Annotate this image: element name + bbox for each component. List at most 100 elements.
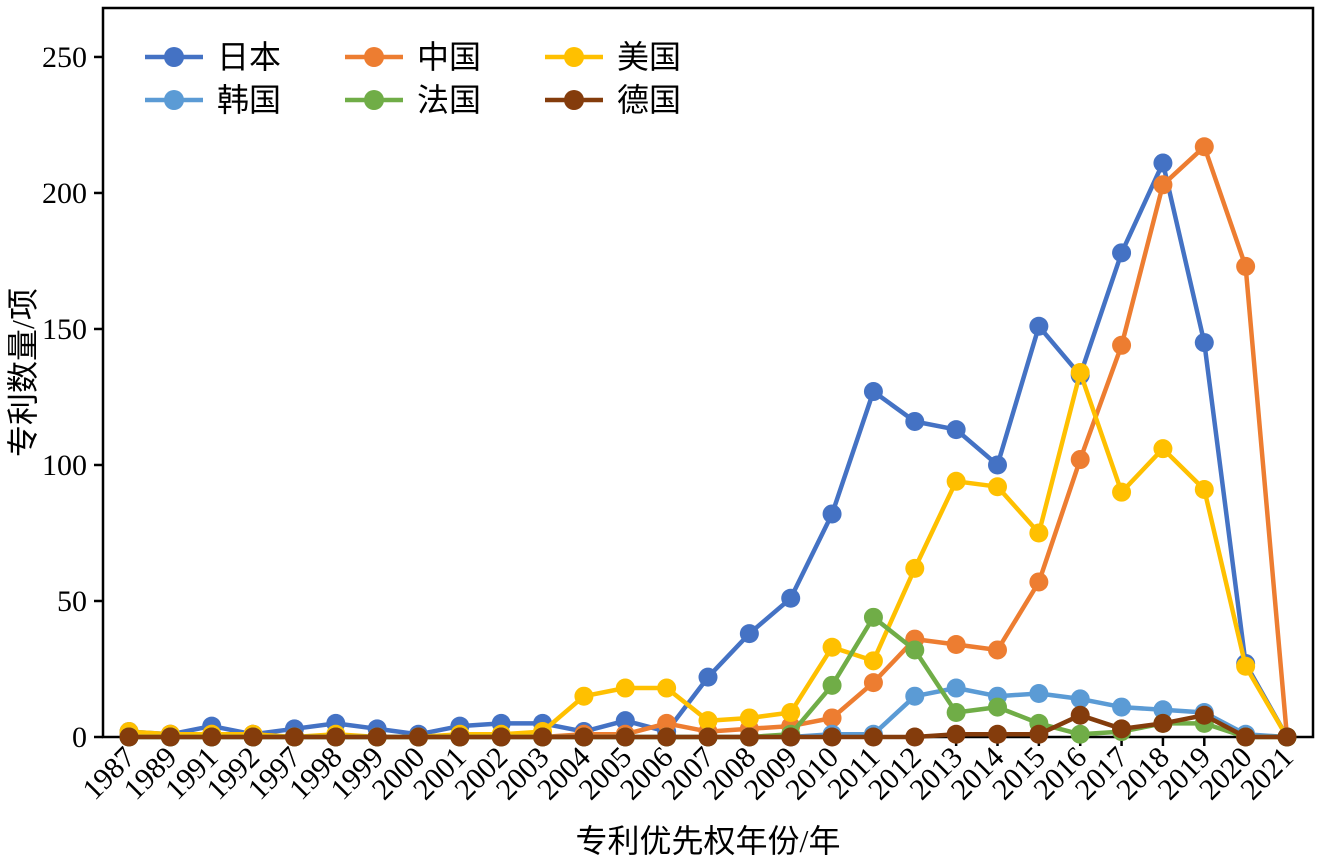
series-china-marker: [863, 673, 883, 693]
series-usa-marker: [822, 637, 842, 657]
series-korea-marker: [946, 678, 966, 698]
plot-frame: [101, 6, 1315, 739]
series-korea-marker: [1029, 683, 1049, 703]
series-germany-marker: [1236, 727, 1256, 747]
series-usa-marker: [1112, 482, 1132, 502]
series-germany-marker: [491, 727, 511, 747]
series-usa-marker: [781, 703, 801, 723]
y-tick-label: 50: [57, 585, 87, 618]
series-usa-marker: [946, 471, 966, 491]
series-china-marker: [946, 635, 966, 655]
series-korea-marker: [1070, 689, 1090, 709]
series-usa-marker: [698, 711, 718, 731]
series-germany-marker: [657, 727, 677, 747]
legend-korea-label: 韩国: [217, 82, 281, 118]
series-germany-marker: [202, 727, 222, 747]
series-germany-marker: [1112, 719, 1132, 739]
legend-japan-marker: [164, 47, 184, 67]
series-germany-marker: [905, 727, 925, 747]
series-usa-marker: [615, 678, 635, 698]
series-germany-marker: [781, 727, 801, 747]
series-usa-marker: [1070, 363, 1090, 382]
series-france-marker: [863, 607, 883, 627]
series-germany-marker: [160, 727, 180, 747]
legend-item-usa: 美国: [545, 39, 681, 75]
series-japan-marker: [822, 504, 842, 524]
series-usa-marker: [657, 678, 677, 698]
legend-korea-marker: [164, 90, 184, 110]
legend-germany-label: 德国: [617, 82, 681, 118]
series-china-marker: [1153, 175, 1173, 195]
series-china-marker: [657, 713, 677, 733]
series-japan-marker: [615, 711, 635, 731]
series-germany-marker: [450, 727, 470, 747]
series-germany-marker: [284, 727, 304, 747]
series-china-marker: [1029, 572, 1049, 592]
series-france-marker: [988, 697, 1007, 717]
series-germany-marker: [243, 727, 263, 747]
series-japan-marker: [1153, 153, 1173, 173]
series-germany-marker: [367, 727, 387, 747]
series-japan-marker: [905, 411, 925, 431]
series-usa-marker: [988, 477, 1007, 497]
legend-france-marker: [364, 90, 384, 110]
series-germany-marker: [615, 727, 635, 747]
legend-japan-label: 日本: [217, 39, 281, 75]
series-germany-marker: [822, 727, 842, 747]
x-axis-title: 专利优先权年份/年: [576, 823, 841, 859]
legend-china-label: 中国: [417, 39, 481, 75]
series-japan-marker: [946, 420, 966, 440]
series-germany-marker: [988, 724, 1007, 744]
series-usa-marker: [905, 558, 925, 578]
series-germany-marker: [1277, 727, 1297, 747]
series-china-line: [126, 144, 1290, 740]
series-japan-marker: [739, 624, 759, 644]
series-germany-marker: [1194, 705, 1214, 725]
y-tick-label: 200: [42, 177, 87, 210]
series-usa-marker: [574, 686, 594, 706]
series-japan-marker: [988, 455, 1007, 475]
series-germany-marker: [533, 727, 553, 747]
series-korea-marker: [905, 686, 925, 706]
legend-france-label: 法国: [417, 82, 481, 118]
series-japan-marker: [781, 588, 801, 608]
series-germany-marker: [1070, 705, 1090, 725]
series-china-marker: [822, 708, 842, 728]
y-tick-label: 250: [42, 41, 87, 74]
series-japan-marker: [1029, 316, 1049, 336]
series-usa-marker: [1153, 439, 1173, 459]
series-germany-marker: [739, 727, 759, 747]
series-germany-marker: [119, 727, 139, 747]
series-germany-marker: [698, 727, 718, 747]
series-china-marker: [1070, 450, 1090, 470]
y-axis-title: 专利数量/项: [5, 288, 41, 457]
series-china-marker: [1236, 256, 1256, 276]
legend-item-france: 法国: [345, 82, 481, 118]
legend-item-japan: 日本: [145, 39, 281, 75]
series-korea-marker: [1153, 700, 1173, 720]
series-france-marker: [1070, 724, 1090, 744]
series-usa-marker: [1029, 523, 1049, 543]
series-china-marker: [1112, 335, 1132, 355]
legend-china-marker: [364, 47, 384, 67]
series-france-marker: [905, 640, 925, 660]
series-germany-marker: [409, 727, 428, 747]
series-germany-marker: [863, 727, 883, 747]
series-usa-marker: [1236, 656, 1256, 676]
series-japan-marker: [698, 667, 718, 687]
series-japan-marker: [1112, 243, 1132, 263]
series-china-marker: [988, 640, 1007, 660]
series-germany-marker: [326, 727, 346, 747]
legend-usa-marker: [564, 47, 584, 67]
legend-item-korea: 韩国: [145, 82, 281, 118]
series-china-marker: [1194, 137, 1214, 157]
y-tick-label: 150: [42, 313, 87, 346]
series-usa-marker: [1194, 479, 1214, 499]
series-japan-marker: [863, 382, 883, 402]
series-france-marker: [946, 703, 966, 723]
y-tick-label: 100: [42, 449, 87, 482]
series-korea-marker: [1112, 697, 1132, 717]
series-germany-marker: [1153, 713, 1173, 733]
